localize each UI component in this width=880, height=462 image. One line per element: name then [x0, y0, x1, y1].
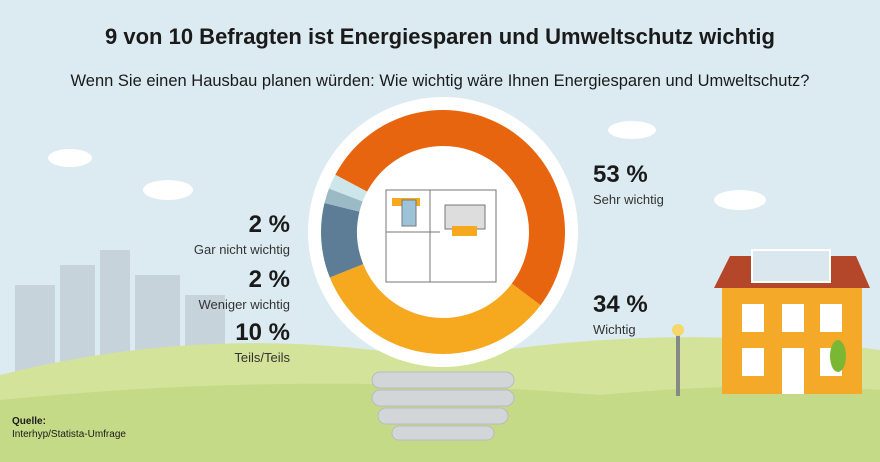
source-label: Quelle: — [12, 416, 46, 427]
value-label: 34 % — [593, 291, 648, 318]
value-label: 10 % — [235, 319, 290, 346]
donut-segment — [335, 109, 565, 306]
value-label: 2 % — [249, 211, 290, 238]
category-label: Weniger wichtig — [198, 297, 290, 312]
source: Interhyp/Statista-Umfrage — [12, 429, 126, 440]
floorplan — [385, 189, 497, 283]
chart-title: 9 von 10 Befragten ist Energiesparen und… — [105, 24, 775, 49]
donut-segment — [329, 264, 541, 355]
clouds — [48, 121, 766, 210]
donut-segment — [329, 174, 368, 202]
donut-segment — [321, 203, 364, 278]
value-label: 53 % — [593, 161, 648, 188]
bulb-base — [371, 371, 515, 441]
category-label: Wichtig — [593, 322, 636, 337]
category-label: Gar nicht wichtig — [194, 242, 290, 257]
donut-segment — [324, 188, 363, 212]
category-label: Teils/Teils — [234, 350, 290, 365]
chart-subtitle: Wenn Sie einen Hausbau planen würden: Wi… — [71, 72, 810, 90]
category-label: Sehr wichtig — [593, 192, 664, 207]
house — [672, 249, 870, 396]
value-label: 2 % — [249, 266, 290, 293]
